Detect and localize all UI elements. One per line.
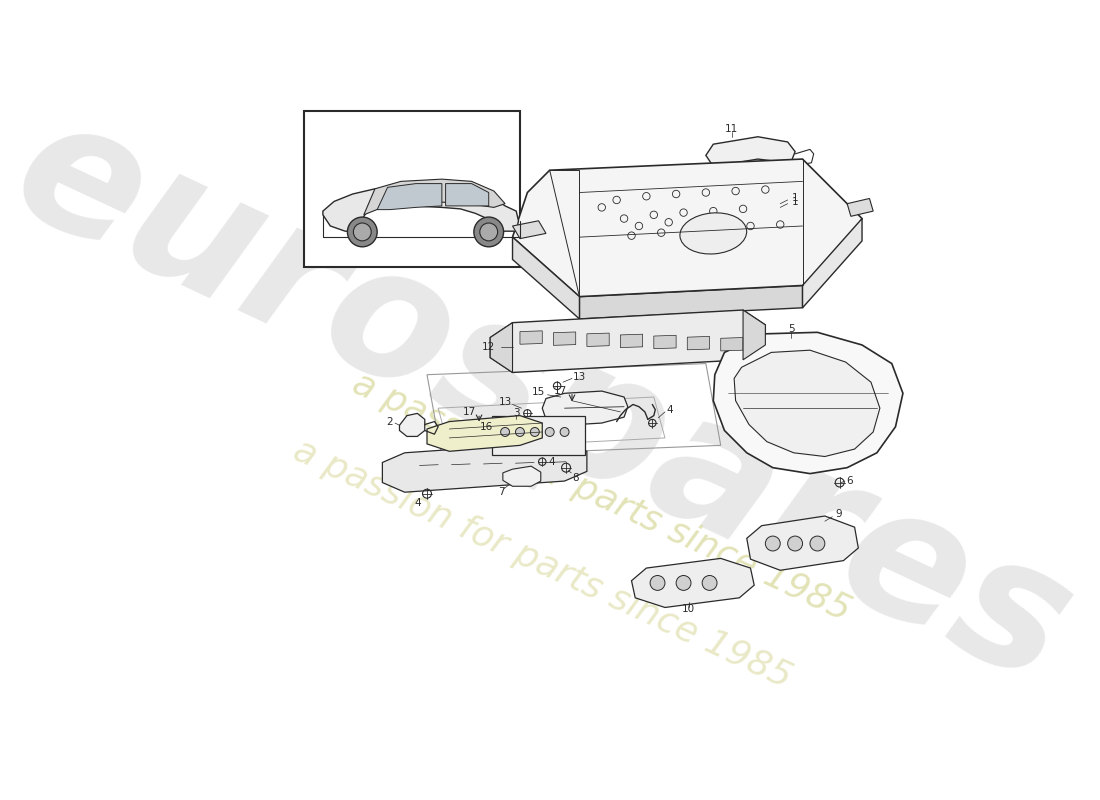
Polygon shape	[377, 183, 442, 210]
Polygon shape	[747, 516, 858, 570]
Text: 4: 4	[667, 405, 673, 414]
Polygon shape	[364, 179, 505, 215]
Polygon shape	[847, 198, 873, 216]
Text: 11: 11	[725, 124, 738, 134]
Circle shape	[546, 427, 554, 437]
Text: 3: 3	[513, 408, 519, 418]
Polygon shape	[720, 338, 742, 351]
Polygon shape	[803, 218, 862, 308]
Text: 16: 16	[480, 422, 493, 432]
Text: 4: 4	[549, 458, 556, 467]
Polygon shape	[513, 159, 862, 297]
Circle shape	[766, 536, 780, 551]
Text: eurospares: eurospares	[0, 80, 1097, 722]
Text: 7: 7	[498, 487, 505, 498]
Circle shape	[516, 427, 525, 437]
Text: 1: 1	[792, 194, 799, 203]
Text: 17: 17	[554, 386, 568, 396]
Circle shape	[560, 427, 569, 437]
Polygon shape	[513, 221, 546, 238]
Polygon shape	[688, 337, 710, 350]
Polygon shape	[383, 442, 587, 492]
Polygon shape	[427, 416, 542, 451]
Circle shape	[474, 217, 504, 247]
Polygon shape	[399, 414, 425, 437]
Text: 6: 6	[846, 476, 852, 486]
Polygon shape	[620, 334, 642, 347]
Text: a passion for parts since 1985: a passion for parts since 1985	[288, 434, 796, 695]
Text: 5: 5	[788, 324, 794, 334]
Text: 13: 13	[498, 398, 512, 407]
Polygon shape	[587, 333, 609, 346]
Circle shape	[348, 217, 377, 247]
Text: 17: 17	[463, 407, 476, 417]
Text: 1: 1	[792, 197, 799, 207]
Polygon shape	[491, 310, 766, 373]
Polygon shape	[580, 286, 803, 319]
Text: 9: 9	[835, 509, 842, 518]
Polygon shape	[653, 335, 676, 349]
Circle shape	[500, 427, 509, 437]
Circle shape	[702, 575, 717, 590]
Ellipse shape	[680, 213, 747, 254]
Text: 12: 12	[482, 342, 495, 352]
FancyBboxPatch shape	[493, 416, 585, 455]
Circle shape	[650, 575, 666, 590]
Text: 8: 8	[572, 473, 579, 483]
Text: 15: 15	[532, 387, 546, 397]
Circle shape	[810, 536, 825, 551]
Polygon shape	[713, 332, 903, 474]
Polygon shape	[503, 466, 541, 486]
Circle shape	[676, 575, 691, 590]
Polygon shape	[734, 350, 880, 457]
Text: a passion for parts since 1985: a passion for parts since 1985	[348, 366, 856, 628]
Polygon shape	[520, 331, 542, 344]
Circle shape	[480, 223, 497, 241]
Circle shape	[788, 536, 803, 551]
Text: 2: 2	[386, 417, 393, 426]
Polygon shape	[446, 183, 488, 206]
Polygon shape	[742, 310, 766, 360]
Text: 4: 4	[414, 498, 420, 508]
Text: 13: 13	[573, 372, 586, 382]
Circle shape	[530, 427, 539, 437]
Polygon shape	[491, 322, 513, 373]
Polygon shape	[542, 391, 628, 426]
Polygon shape	[513, 237, 580, 319]
Text: 10: 10	[682, 604, 695, 614]
Polygon shape	[553, 332, 575, 346]
Polygon shape	[323, 187, 518, 231]
FancyBboxPatch shape	[305, 110, 520, 267]
Circle shape	[353, 223, 371, 241]
Polygon shape	[706, 137, 795, 166]
Polygon shape	[631, 558, 755, 607]
